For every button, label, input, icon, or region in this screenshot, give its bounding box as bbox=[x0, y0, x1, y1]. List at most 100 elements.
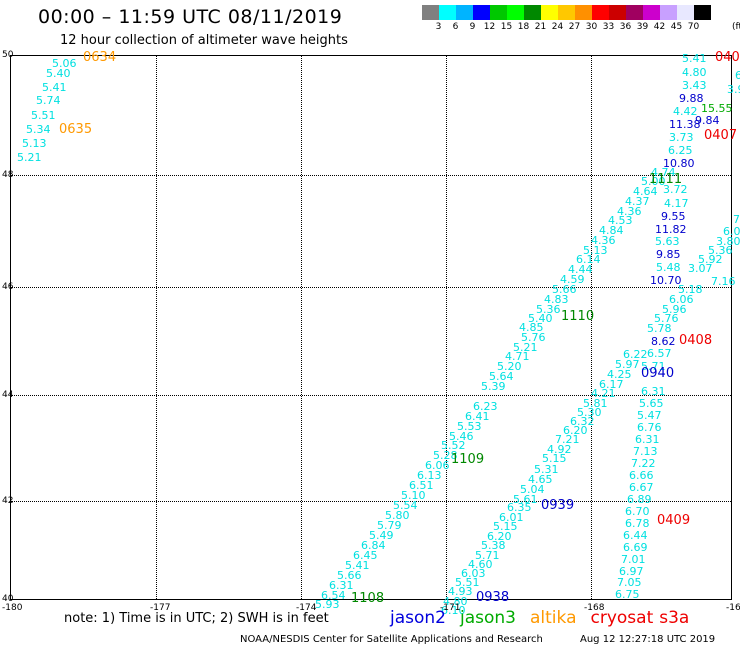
scale-swatch bbox=[507, 5, 524, 20]
wave-height-value: 6.14 bbox=[576, 253, 601, 266]
scale-swatch bbox=[592, 5, 609, 20]
wave-height-value: 4.64 bbox=[633, 185, 658, 198]
legend-cryosat: cryosat bbox=[590, 608, 654, 628]
wave-height-value: 3.9 bbox=[727, 83, 740, 96]
wave-height-value: 6.84 bbox=[361, 539, 386, 552]
scale-label: 42 bbox=[653, 22, 666, 32]
wave-height-value: 5.46 bbox=[449, 430, 474, 443]
latitude-tick-label: 50 bbox=[2, 50, 14, 60]
wave-height-value: 5.34 bbox=[26, 123, 51, 136]
pass-time-label: 1109 bbox=[451, 452, 485, 467]
scale-swatch bbox=[422, 5, 439, 20]
wave-height-value: 6.67 bbox=[629, 481, 654, 494]
wave-height-value: 5.71 bbox=[641, 360, 666, 373]
wave-height-value: 5.92 bbox=[698, 253, 723, 266]
wave-height-value: 5.40 bbox=[528, 312, 553, 325]
wave-height-value: 4.84 bbox=[599, 224, 624, 237]
credit-line: NOAA/NESDIS Center for Satellite Applica… bbox=[240, 634, 543, 645]
legend-s3a: s3a bbox=[659, 608, 690, 628]
wave-height-value: 4.80 bbox=[443, 595, 468, 608]
grid-line bbox=[156, 56, 157, 599]
scale-unit-label: (ft) bbox=[732, 22, 740, 32]
wave-height-value: 9.85 bbox=[656, 248, 681, 261]
wave-height-value: 8.62 bbox=[651, 335, 676, 348]
wave-height-value: 4.36 bbox=[591, 234, 616, 247]
wave-height-value: 6.13 bbox=[417, 469, 442, 482]
wave-height-value: 5.74 bbox=[36, 94, 61, 107]
wave-height-value: 4.80 bbox=[682, 66, 707, 79]
wave-height-value: 4.83 bbox=[544, 293, 569, 306]
wave-height-value: 5.20 bbox=[497, 360, 522, 373]
legend-altika: altika bbox=[530, 608, 577, 628]
wave-height-value: 5.28 bbox=[433, 449, 458, 462]
wave-height-value: 6.44 bbox=[623, 529, 648, 542]
pass-time-label: 040 bbox=[715, 50, 740, 65]
page-subtitle: 12 hour collection of altimeter wave hei… bbox=[60, 33, 348, 48]
wave-height-value: 6.17 bbox=[599, 378, 624, 391]
wave-height-value: 7.13 bbox=[633, 445, 658, 458]
grid-line bbox=[301, 56, 302, 599]
wave-height-value: 5.36 bbox=[708, 244, 733, 257]
latitude-tick-label: 46 bbox=[2, 282, 14, 292]
wave-height-value: 6 bbox=[735, 69, 740, 82]
wave-height-value: 6.57 bbox=[647, 347, 672, 360]
wave-height-value: 5.04 bbox=[520, 483, 545, 496]
longitude-tick-label: -168 bbox=[584, 603, 605, 613]
pass-time-label: 0634 bbox=[83, 50, 117, 65]
pass-time-label: 0939 bbox=[541, 498, 575, 513]
wave-height-value: 5.21 bbox=[17, 151, 42, 164]
wave-height-value: 10.80 bbox=[663, 157, 695, 170]
map-plot-area: 5.06 5.40 5.41 5.74 5.51 5.34 5.13 5.21 5.41 4.80… bbox=[10, 51, 740, 616]
scale-label: 3 bbox=[435, 22, 442, 32]
wave-height-value: 6.31 bbox=[635, 433, 660, 446]
scale-swatch bbox=[609, 5, 626, 20]
pass-time-label: 0407 bbox=[704, 128, 738, 143]
wave-height-value: 7.01 bbox=[621, 553, 646, 566]
wave-height-value: 6.25 bbox=[668, 144, 693, 157]
wave-height-value: 5.13 bbox=[583, 244, 608, 257]
wave-height-value: 5.76 bbox=[654, 312, 679, 325]
wave-height-value: 5.66 bbox=[337, 569, 362, 582]
latitude-tick-label: 48 bbox=[2, 170, 14, 180]
scale-label: 45 bbox=[670, 22, 683, 32]
scale-swatch bbox=[524, 5, 541, 20]
scale-label: 27 bbox=[568, 22, 581, 32]
wave-height-value: 3.73 bbox=[669, 131, 694, 144]
scale-swatch bbox=[626, 5, 643, 20]
wave-height-value: 5.61 bbox=[513, 493, 538, 506]
longitude-tick-label: -16 bbox=[726, 603, 740, 613]
wave-height-value: 7.16 bbox=[711, 275, 736, 288]
wave-height-value: 4.92 bbox=[547, 443, 572, 456]
wave-height-value: 10.70 bbox=[650, 274, 682, 287]
wave-height-value: 4.74 bbox=[651, 166, 676, 179]
wave-height-value: 6.76 bbox=[637, 421, 662, 434]
grid-line bbox=[591, 56, 592, 599]
pass-time-label: 0409 bbox=[657, 513, 691, 528]
wave-height-value: 6.45 bbox=[353, 549, 378, 562]
wave-height-value: 4.21 bbox=[591, 387, 616, 400]
scale-swatch bbox=[575, 5, 592, 20]
latitude-tick-label: 42 bbox=[2, 496, 14, 506]
pass-time-label: 1108 bbox=[351, 591, 385, 606]
wave-height-value: 5.41 bbox=[42, 81, 67, 94]
wave-height-value: 5.41 bbox=[682, 52, 707, 65]
wave-height-value: 6.06 bbox=[669, 293, 694, 306]
wave-height-value: 5.63 bbox=[655, 235, 680, 248]
scale-swatch bbox=[456, 5, 473, 20]
wave-height-value: 6.20 bbox=[563, 424, 588, 437]
wave-height-value: 4.53 bbox=[608, 214, 633, 227]
wave-height-value: 7.05 bbox=[617, 576, 642, 589]
pass-time-label: 1111 bbox=[649, 172, 683, 187]
wave-height-value: 5.30 bbox=[577, 406, 602, 419]
footnote: note: 1) Time is in UTC; 2) SWH is in fe… bbox=[64, 611, 329, 626]
wave-height-value: 5.21 bbox=[513, 341, 538, 354]
wave-height-value: 6.22 bbox=[623, 348, 648, 361]
scale-swatch bbox=[490, 5, 507, 20]
wave-height-value: 6.32 bbox=[570, 415, 595, 428]
scale-swatch bbox=[473, 5, 490, 20]
latitude-tick-label: 44 bbox=[2, 390, 14, 400]
wave-height-value: 5.36 bbox=[536, 303, 561, 316]
wave-height-value: 9.88 bbox=[679, 92, 704, 105]
scale-swatch bbox=[677, 5, 694, 20]
scale-label: 70 bbox=[687, 22, 700, 32]
